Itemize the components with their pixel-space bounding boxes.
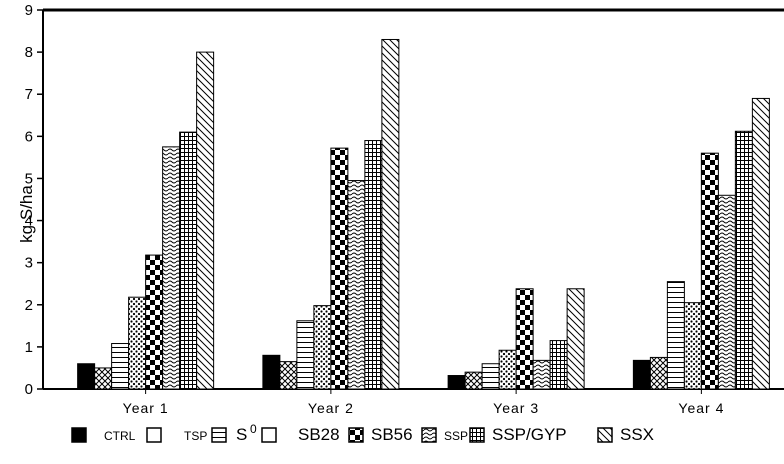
- bar-ssx-1: [196, 51, 215, 390]
- legend-swatch: [211, 427, 227, 443]
- bar-ctrl-3: [447, 375, 466, 390]
- legend-label: SSX: [620, 425, 654, 444]
- legend-swatch: [261, 427, 277, 443]
- bar-sb28-4: [683, 302, 702, 390]
- legend-label: SSP/GYP: [492, 425, 567, 444]
- legend-swatch: [71, 427, 87, 443]
- bar-sb56-4: [700, 152, 719, 390]
- x-tick-label: Year 4: [678, 400, 724, 416]
- bar-ssp-gyp-1: [179, 131, 198, 390]
- bar-ssp-gyp-2: [364, 140, 383, 390]
- legend-label: SB28: [298, 425, 340, 444]
- legend: CTRL TSP S 0 SB28 SB56 SSP SSP/GYP SSX: [71, 422, 654, 444]
- bar-sb56-3: [515, 288, 534, 390]
- bar-sb28-1: [128, 296, 147, 390]
- bar-ctrl-4: [632, 359, 651, 390]
- bar-tsp-4: [649, 356, 668, 390]
- bar-s0-2: [296, 320, 315, 390]
- bar-ctrl-2: [262, 354, 281, 390]
- x-tick-label: Year 2: [308, 400, 354, 416]
- bar-sb28-3: [498, 349, 517, 390]
- legend-swatch: [348, 427, 364, 443]
- bar-s0-1: [111, 343, 130, 390]
- legend-label: SB56: [371, 425, 413, 444]
- bar-sb28-2: [313, 305, 332, 390]
- bar-sb56-2: [330, 147, 349, 390]
- bar-s0-3: [481, 363, 500, 390]
- bar-ssx-2: [381, 38, 400, 390]
- bar-ssp-2: [347, 180, 366, 390]
- y-tick-label: 7: [25, 86, 33, 103]
- x-tick-label: Year 1: [123, 400, 169, 416]
- y-tick-label: 3: [25, 255, 33, 272]
- y-tick-label: 9: [25, 2, 33, 19]
- y-tick-label: 5: [25, 170, 33, 187]
- bar-s0-4: [666, 281, 685, 390]
- y-tick-label: 1: [25, 339, 33, 356]
- legend-swatch: [597, 427, 613, 443]
- bars: [77, 38, 770, 390]
- bar-sb56-1: [145, 254, 164, 390]
- bar-ssx-4: [751, 97, 770, 390]
- bar-ssp-4: [717, 194, 736, 390]
- y-axis-label: kg S/ha: [17, 185, 36, 243]
- y-tick-label: 4: [25, 213, 33, 230]
- bar-ssp-1: [162, 146, 181, 390]
- legend-label: CTRL: [104, 429, 136, 443]
- legend-swatch: [146, 427, 162, 443]
- legend-swatch: [469, 427, 485, 443]
- y-tick-label: 2: [25, 297, 33, 314]
- bar-tsp-1: [94, 367, 113, 390]
- x-ticks: Year 1 Year 2 Year 3 Year 4: [123, 389, 724, 416]
- bar-ssx-3: [566, 288, 585, 390]
- bar-ssp-gyp-4: [734, 130, 753, 390]
- y-tick-label: 8: [25, 44, 33, 61]
- bar-tsp-2: [279, 361, 298, 390]
- bar-ssp-gyp-3: [549, 340, 568, 390]
- legend-label: TSP: [184, 429, 207, 443]
- y-ticks: 0 1 2 3 4 5 6 7 8 9: [25, 2, 43, 398]
- legend-superscript: 0: [250, 422, 257, 436]
- bar-ssp-3: [532, 359, 551, 390]
- y-tick-label: 0: [25, 381, 33, 398]
- bar-tsp-3: [464, 371, 483, 390]
- bar-ctrl-1: [77, 363, 96, 390]
- legend-label: SSP: [444, 429, 468, 443]
- y-tick-label: 6: [25, 128, 33, 145]
- x-tick-label: Year 3: [493, 400, 539, 416]
- legend-label: S: [236, 425, 247, 444]
- legend-swatch: [421, 427, 437, 443]
